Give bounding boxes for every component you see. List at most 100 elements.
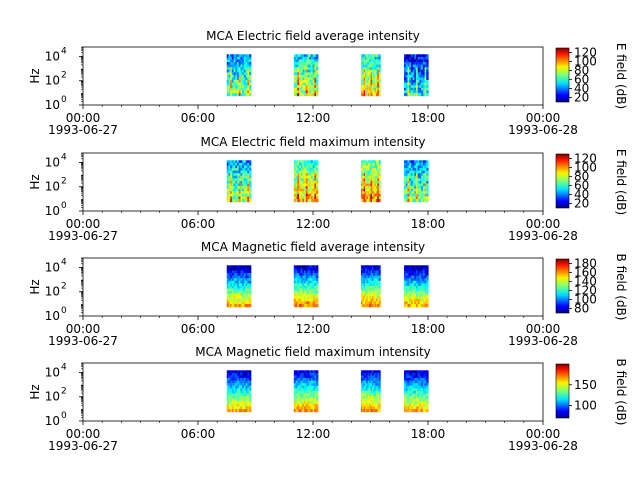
spectrogram-cell (362, 283, 365, 287)
spectrogram-cell (414, 80, 417, 84)
spectrogram-cell (237, 375, 240, 379)
spectrogram-cell (316, 59, 319, 63)
spectrogram-cell (422, 303, 426, 308)
colorbar-tick-label: 40 (574, 188, 589, 202)
spectrogram-cell (412, 398, 415, 402)
spectrogram-cell (297, 278, 300, 282)
spectrogram-cell (405, 87, 409, 91)
spectrogram-cell (412, 273, 415, 277)
spectrogram-cell (365, 85, 367, 89)
spectrogram-cell (414, 303, 417, 308)
spectrogram-cell (374, 183, 377, 187)
spectrogram-cell (365, 62, 367, 66)
spectrogram-cell (228, 270, 231, 274)
spectrogram-cell (235, 186, 238, 190)
spectrogram-cell (247, 80, 250, 84)
spectrogram-cell (230, 370, 233, 374)
spectrogram-cell (233, 170, 236, 174)
spectrogram-cell (417, 390, 421, 395)
spectrogram-cell (375, 390, 378, 395)
spectrogram-cell (293, 280, 297, 284)
spectrogram-cell (314, 92, 317, 97)
spectrogram-cell (300, 403, 303, 407)
spectrogram-cell (302, 74, 305, 79)
spectrogram-cell (371, 191, 374, 195)
spectrogram-cell (304, 265, 307, 269)
spectrogram-cell (424, 87, 427, 91)
spectrogram-cell (230, 278, 233, 282)
spectrogram-cell (226, 54, 230, 58)
spectrogram-cell (245, 273, 248, 277)
spectrogram-cell (421, 283, 424, 287)
spectrogram-cell (424, 173, 427, 177)
spectrogram-cell (230, 267, 233, 272)
spectrogram-cell (375, 398, 378, 402)
spectrogram-cell (404, 401, 407, 405)
spectrogram-cell (367, 69, 370, 73)
spectrogram-cell (422, 296, 426, 300)
spectrogram-cell (228, 87, 231, 91)
spectrogram-cell (377, 173, 380, 177)
spectrogram-cell (309, 293, 312, 297)
spectrogram-cell (238, 74, 242, 79)
spectrogram-cell (377, 370, 380, 374)
spectrogram-cell (419, 196, 422, 200)
spectrogram-cell (230, 291, 233, 295)
spectrogram-cell (295, 186, 298, 190)
spectrogram-cell (414, 408, 417, 413)
spectrogram-cell (426, 403, 429, 407)
spectrogram-cell (371, 180, 374, 185)
spectrogram-cell (316, 64, 319, 68)
x-tick-label: 12:00 (296, 111, 331, 125)
spectrogram-cell (247, 193, 250, 197)
spectrogram-cell (307, 398, 310, 402)
spectrogram-cell (240, 162, 243, 167)
spectrogram-cell (426, 196, 429, 200)
spectrogram-cell (226, 403, 230, 407)
spectrogram-cell (410, 288, 414, 292)
spectrogram-cell (377, 188, 380, 192)
spectrogram-cell (377, 406, 380, 410)
spectrogram-cell (375, 383, 378, 387)
spectrogram-cell (371, 378, 374, 382)
spectrogram-cell (304, 406, 307, 410)
spectrogram-cell (369, 285, 372, 290)
y-tick-label-exp: 2 (61, 387, 67, 397)
spectrogram-cell (367, 59, 370, 63)
spectrogram-cell (238, 180, 242, 185)
x-tick-label: 18:00 (411, 322, 446, 336)
spectrogram-cell (242, 390, 245, 395)
spectrogram-cell (374, 170, 377, 174)
spectrogram-cell (370, 178, 373, 182)
spectrogram-cell (310, 90, 314, 94)
spectrogram-cell (363, 183, 366, 187)
spectrogram-cell (314, 278, 317, 282)
spectrogram-cell (298, 390, 302, 395)
spectrogram-cell (310, 74, 314, 79)
spectrogram-cell (365, 175, 367, 179)
spectrogram-cell (243, 69, 247, 73)
spectrogram-cell (297, 64, 300, 68)
spectrogram-cell (404, 303, 407, 308)
spectrogram-cell (235, 183, 238, 187)
spectrogram-cell (373, 301, 376, 305)
spectrogram-cell (375, 385, 378, 389)
spectrogram-cell (228, 372, 231, 377)
spectrogram-cell (377, 196, 380, 200)
spectrogram-cell (309, 180, 312, 185)
spectrogram-cell (370, 82, 373, 86)
spectrogram-cell (426, 283, 429, 287)
spectrogram-cell (298, 291, 302, 295)
spectrogram-cell (419, 198, 422, 203)
spectrogram-cell (374, 403, 377, 407)
spectrogram-cell (366, 375, 369, 379)
spectrogram-cell (422, 403, 426, 407)
spectrogram-cell (240, 173, 243, 177)
spectrogram-cell (228, 383, 231, 387)
spectrogram-cell (245, 64, 248, 68)
spectrogram-cell (307, 80, 310, 84)
spectrogram-cell (362, 168, 365, 172)
spectrogram-cell (370, 196, 373, 200)
spectrogram-cell (407, 396, 410, 400)
spectrogram-cell (367, 188, 370, 192)
